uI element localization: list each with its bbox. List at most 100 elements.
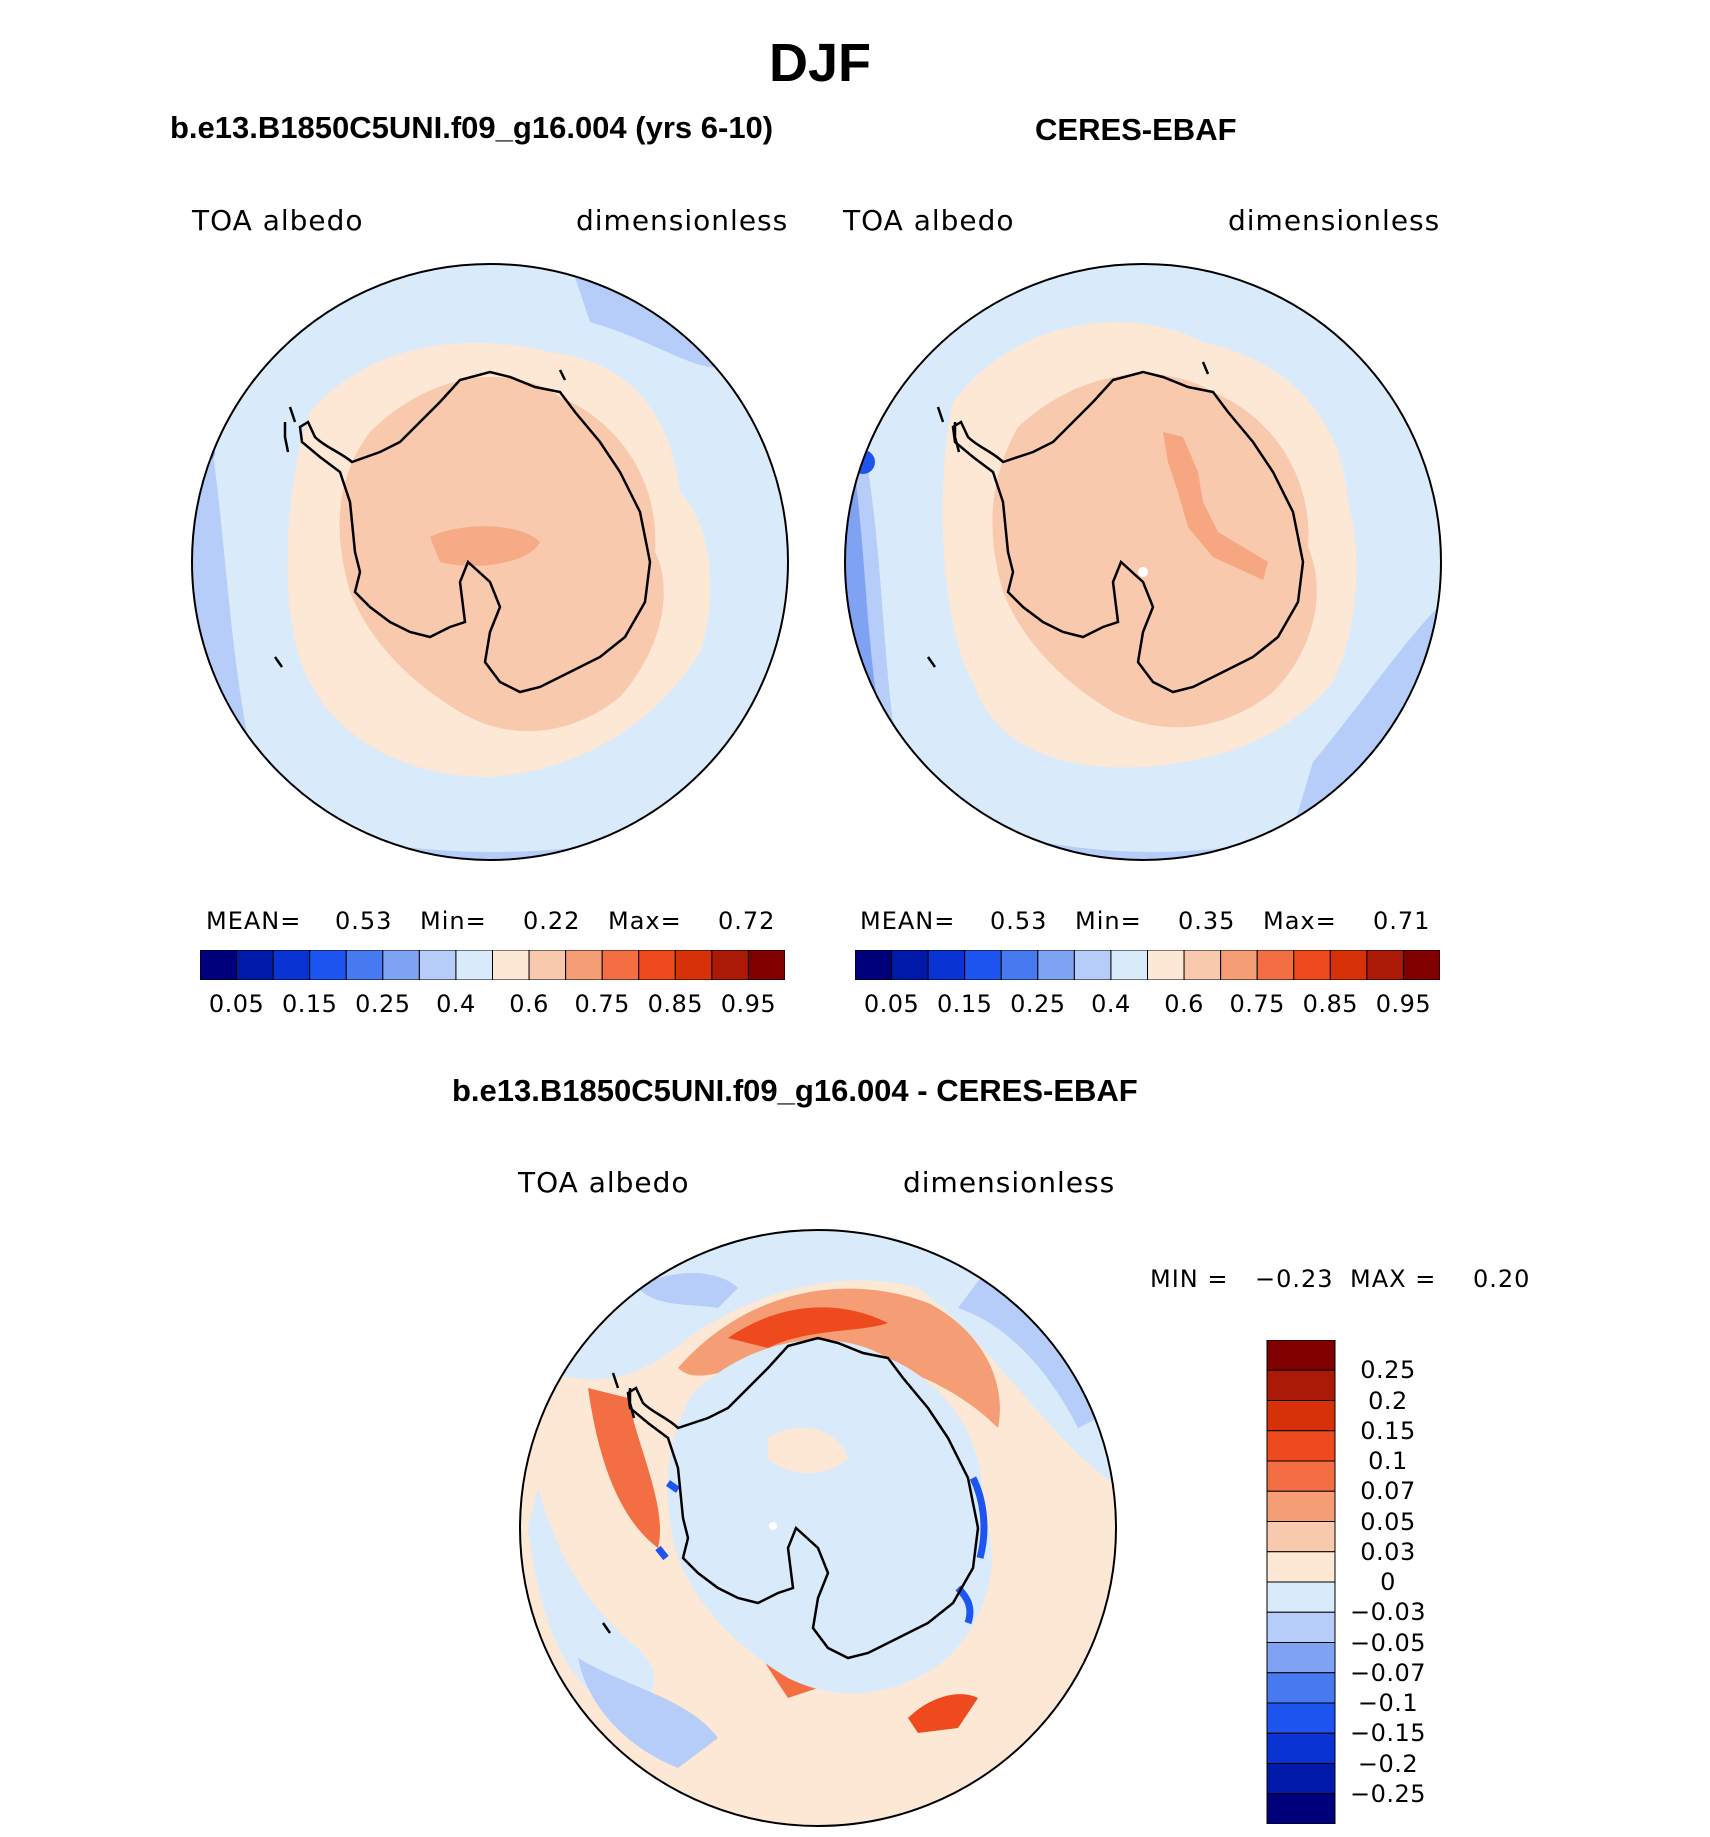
panel-2-units: dimensionless bbox=[1228, 204, 1441, 237]
panel-1-title: b.e13.B1850C5UNI.f09_g16.004 (yrs 6-10) bbox=[170, 110, 774, 145]
negative-coastal-streaks bbox=[655, 1476, 988, 1625]
colorbar-tick-label: 0.2 bbox=[1368, 1386, 1408, 1415]
colorbar-tick-label: 0.05 bbox=[208, 990, 265, 1018]
positive-patch-east bbox=[908, 1694, 978, 1733]
panel-2-min-label: Min= bbox=[1075, 907, 1142, 935]
colorbar-tick-label: 0.95 bbox=[720, 990, 777, 1018]
colorbar-swatch bbox=[345, 950, 384, 980]
negative-patch-north bbox=[638, 1273, 738, 1308]
panel-3-title: b.e13.B1850C5UNI.f09_g16.004 - CERES-EBA… bbox=[452, 1073, 1138, 1108]
colorbar-tick-label: −0.03 bbox=[1349, 1598, 1427, 1627]
continent-field bbox=[992, 374, 1317, 728]
colorbar-swatch bbox=[382, 950, 420, 980]
strong-positive-ross bbox=[728, 1307, 888, 1348]
colorbar-swatch bbox=[855, 950, 893, 980]
colorbar-swatch bbox=[418, 950, 457, 980]
colorbar-swatch bbox=[1266, 1430, 1336, 1462]
positive-band-peninsula bbox=[588, 1388, 661, 1548]
panel-2-colorbar bbox=[855, 950, 1440, 980]
colorbar-tick-label: −0.07 bbox=[1349, 1658, 1427, 1687]
colorbar-swatch bbox=[1266, 1340, 1336, 1371]
colorbar-swatch bbox=[1366, 950, 1404, 980]
colorbar-swatch bbox=[565, 950, 603, 980]
colorbar-swatch bbox=[1293, 950, 1331, 980]
colorbar-tick-label: 0.75 bbox=[574, 990, 630, 1018]
colorbar-swatch bbox=[455, 950, 493, 980]
colorbar-tick-label: −0.15 bbox=[1349, 1719, 1427, 1748]
colorbar-tick-label: 0.95 bbox=[1375, 990, 1432, 1018]
colorbar-swatch bbox=[1256, 950, 1295, 980]
colorbar-swatch bbox=[1266, 1460, 1336, 1492]
panel-1-max-value: 0.72 bbox=[718, 907, 776, 935]
colorbar-tick-label: −0.2 bbox=[1357, 1749, 1419, 1778]
colorbar-swatch bbox=[1266, 1642, 1336, 1674]
pole-hole bbox=[1138, 567, 1148, 577]
colorbar-tick-label: 0.15 bbox=[1360, 1416, 1416, 1445]
panel-2-title: CERES-EBAF bbox=[1035, 112, 1237, 147]
panel-1-mean-value: 0.53 bbox=[335, 907, 393, 935]
colorbar-tick-label: 0.25 bbox=[355, 990, 411, 1018]
colorbar-swatch bbox=[1266, 1793, 1336, 1824]
colorbar-swatch bbox=[638, 950, 676, 980]
colorbar-swatch bbox=[1266, 1521, 1336, 1553]
colorbar-swatch bbox=[528, 950, 567, 980]
map-border bbox=[844, 263, 1442, 861]
colorbar-swatch bbox=[1402, 950, 1440, 980]
panel-3-min-label: MIN = bbox=[1150, 1265, 1229, 1293]
panel-1-variable: TOA albedo bbox=[192, 204, 364, 237]
panel-3-min-value: −0.23 bbox=[1255, 1265, 1334, 1293]
panel-1-max-label: Max= bbox=[608, 907, 682, 935]
colorbar-swatch bbox=[711, 950, 749, 980]
colorbar-swatch bbox=[1110, 950, 1148, 980]
panel-1-min-label: Min= bbox=[420, 907, 487, 935]
colorbar-swatch bbox=[1266, 1672, 1336, 1704]
colorbar-swatch bbox=[1266, 1732, 1336, 1764]
negative-band-west bbox=[528, 1488, 655, 1705]
colorbar-tick-label: 0.4 bbox=[1091, 990, 1131, 1018]
panel-1-colorbar bbox=[200, 950, 785, 980]
colorbar-tick-label: 0.25 bbox=[1010, 990, 1066, 1018]
colorbar-swatch bbox=[747, 950, 785, 980]
map-border bbox=[519, 1229, 1117, 1827]
panel-1-units: dimensionless bbox=[576, 204, 789, 237]
colorbar-swatch bbox=[674, 950, 713, 980]
panel-1-mean-label: MEAN= bbox=[206, 907, 302, 935]
colorbar-tick-label: 0.4 bbox=[436, 990, 476, 1018]
colorbar-tick-label: −0.05 bbox=[1349, 1628, 1427, 1657]
colorbar-swatch bbox=[964, 950, 1002, 980]
pole-hole bbox=[769, 1522, 777, 1530]
panel-1-map bbox=[191, 263, 789, 861]
colorbar-tick-label: 0.03 bbox=[1360, 1537, 1416, 1566]
negative-patch-southwest bbox=[578, 1658, 718, 1768]
panel-2-max-value: 0.71 bbox=[1373, 907, 1431, 935]
coastline bbox=[626, 1336, 980, 1660]
panel-2-max-label: Max= bbox=[1263, 907, 1337, 935]
colorbar-tick-label: 0.05 bbox=[863, 990, 920, 1018]
panel-1-min-value: 0.22 bbox=[523, 907, 581, 935]
colorbar-tick-label: 0.07 bbox=[1360, 1477, 1416, 1506]
colorbar-tick-label: −0.1 bbox=[1357, 1689, 1419, 1717]
colorbar-swatch bbox=[1266, 1551, 1336, 1583]
colorbar-swatch bbox=[309, 950, 347, 980]
colorbar-swatch bbox=[1220, 950, 1258, 980]
high-albedo-ridge bbox=[1163, 432, 1268, 580]
coastline bbox=[298, 370, 652, 694]
colorbar-tick-label: −0.25 bbox=[1349, 1779, 1427, 1808]
colorbar-tick-label: 0.75 bbox=[1229, 990, 1285, 1018]
colorbar-swatch bbox=[1266, 1490, 1336, 1522]
colorbar-swatch bbox=[1266, 1581, 1336, 1613]
colorbar-swatch bbox=[1329, 950, 1368, 980]
colorbar-tick-label: 0 bbox=[1380, 1568, 1396, 1596]
map-border bbox=[191, 263, 789, 861]
colorbar-swatch bbox=[1183, 950, 1222, 980]
panel-2-mean-label: MEAN= bbox=[860, 907, 956, 935]
panel-2-map bbox=[844, 263, 1442, 861]
panel-2-min-value: 0.35 bbox=[1178, 907, 1236, 935]
colorbar-swatch bbox=[236, 950, 274, 980]
high-albedo-interior bbox=[430, 526, 540, 566]
islands bbox=[273, 369, 567, 668]
colorbar-tick-label: 0.85 bbox=[647, 990, 704, 1018]
panel-2-variable: TOA albedo bbox=[843, 204, 1015, 237]
colorbar-swatch bbox=[1266, 1611, 1336, 1643]
colorbar-swatch bbox=[1266, 1702, 1336, 1734]
